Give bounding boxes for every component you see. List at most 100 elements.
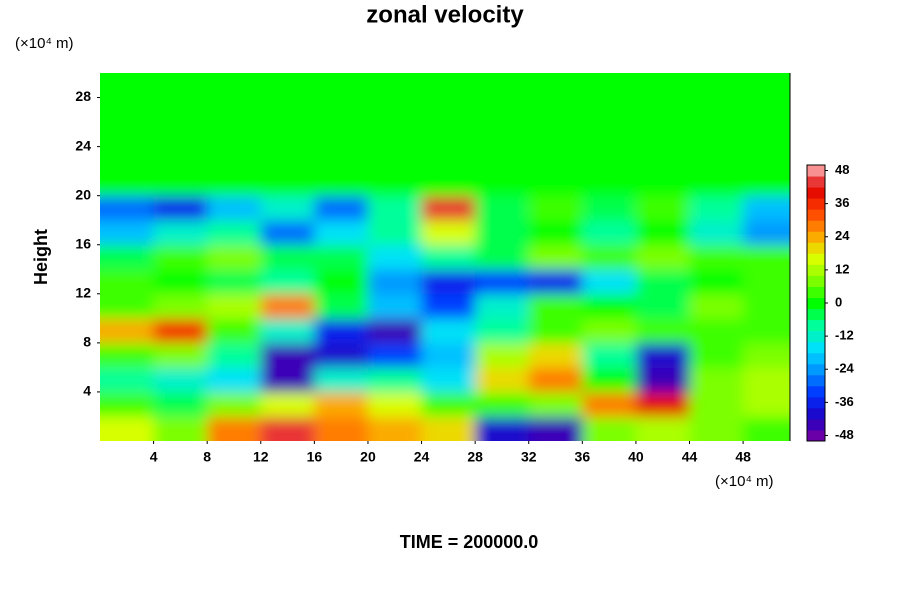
field-cell xyxy=(207,416,262,441)
field-cell xyxy=(367,342,423,368)
field-cell xyxy=(635,391,691,417)
field-cell xyxy=(260,146,315,172)
colorbar-band xyxy=(807,275,825,287)
field-cell xyxy=(314,318,369,344)
x-tick-label: 40 xyxy=(628,449,644,465)
field-cell xyxy=(475,195,530,221)
colorbar-tick-label: -48 xyxy=(835,427,854,442)
field-cell xyxy=(207,195,262,221)
field-cell xyxy=(314,97,369,123)
field-cell xyxy=(582,97,637,123)
field-cell xyxy=(528,122,583,148)
field-cell xyxy=(475,146,530,172)
field-cell xyxy=(582,391,637,417)
colorbar-band xyxy=(807,319,825,332)
field-cell xyxy=(153,367,208,393)
colorbar-tick-label: 48 xyxy=(835,162,849,177)
field-cell xyxy=(153,342,208,368)
field-cell xyxy=(100,97,155,123)
colorbar-tick-label: -12 xyxy=(835,328,854,343)
colorbar-band xyxy=(807,165,825,177)
field-cell xyxy=(100,171,155,197)
field-cell xyxy=(582,73,637,99)
field-cell xyxy=(153,318,208,344)
field-cell xyxy=(314,391,369,417)
field-cell xyxy=(207,318,262,344)
y-unit: (×10⁴ m) xyxy=(15,35,74,52)
field-cell xyxy=(153,73,208,99)
field-cell xyxy=(421,416,476,441)
field-cell xyxy=(582,171,637,197)
field-cell xyxy=(153,171,208,197)
field-cell xyxy=(635,318,691,344)
field-cell xyxy=(207,146,262,172)
field-cell xyxy=(314,244,369,270)
field-cell xyxy=(475,391,530,417)
x-tick-label: 4 xyxy=(150,449,158,465)
field-cell xyxy=(153,293,208,319)
field-cell xyxy=(100,342,155,368)
field-cell xyxy=(528,195,583,221)
field-cell xyxy=(635,244,691,270)
field-cell xyxy=(475,367,530,393)
field-cell xyxy=(635,269,691,295)
field-cell xyxy=(367,318,423,344)
field-cell xyxy=(260,367,315,393)
field-cell xyxy=(100,220,155,246)
field-cell xyxy=(367,244,423,270)
colorbar-band xyxy=(807,209,825,221)
field-cell xyxy=(207,97,262,123)
field-cell xyxy=(260,171,315,197)
y-axis-label: Height xyxy=(31,229,51,285)
field-cell xyxy=(689,269,744,295)
chart-title: zonal velocity xyxy=(366,1,524,28)
field-cell xyxy=(260,244,315,270)
field-cell xyxy=(367,391,423,417)
field-cell xyxy=(100,293,155,319)
field-cell xyxy=(689,367,744,393)
field-cell xyxy=(100,244,155,270)
field-cell xyxy=(314,293,369,319)
x-tick-label: 16 xyxy=(307,449,323,465)
field-cell xyxy=(100,195,155,221)
colorbar-band xyxy=(807,363,825,376)
field-cell xyxy=(689,97,744,123)
y-tick-label: 4 xyxy=(83,383,91,399)
field-cell xyxy=(421,342,476,368)
field-cell xyxy=(743,73,790,99)
colorbar-tick-label: 0 xyxy=(835,294,842,309)
field-cell xyxy=(528,318,583,344)
field-cell xyxy=(743,122,790,148)
field-cell xyxy=(635,73,691,99)
field-cell xyxy=(207,269,262,295)
field-cell xyxy=(314,269,369,295)
field-cell xyxy=(528,146,583,172)
field-cell xyxy=(743,269,790,295)
colorbar-band xyxy=(807,286,825,298)
field-cell xyxy=(743,391,790,417)
field-cell xyxy=(100,269,155,295)
field-cell xyxy=(743,342,790,368)
field-cell xyxy=(582,195,637,221)
field-cell xyxy=(153,269,208,295)
field-cell xyxy=(528,342,583,368)
field-cell xyxy=(635,220,691,246)
field-cell xyxy=(100,318,155,344)
field-cell xyxy=(475,416,530,441)
x-tick-label: 8 xyxy=(203,449,211,465)
x-tick-label: 44 xyxy=(682,449,698,465)
field-cell xyxy=(582,220,637,246)
field xyxy=(100,73,790,441)
field-cell xyxy=(689,220,744,246)
field-cell xyxy=(528,244,583,270)
field-cell xyxy=(367,171,423,197)
field-cell xyxy=(153,391,208,417)
field-cell xyxy=(635,416,691,441)
field-cell xyxy=(421,367,476,393)
colorbar-tick-label: -36 xyxy=(835,394,854,409)
field-cell xyxy=(475,269,530,295)
field-cell xyxy=(528,220,583,246)
field-cell xyxy=(207,244,262,270)
field-cell xyxy=(475,122,530,148)
field-cell xyxy=(153,416,208,441)
